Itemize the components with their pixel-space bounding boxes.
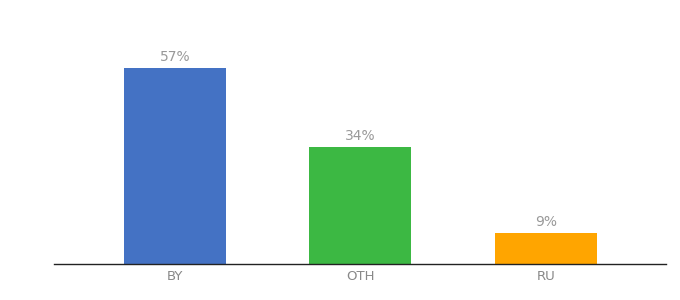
Text: 9%: 9% xyxy=(535,215,557,229)
Text: 57%: 57% xyxy=(160,50,190,64)
Bar xyxy=(124,68,226,264)
Bar xyxy=(309,147,411,264)
Text: 34%: 34% xyxy=(345,129,376,143)
Bar xyxy=(495,233,597,264)
